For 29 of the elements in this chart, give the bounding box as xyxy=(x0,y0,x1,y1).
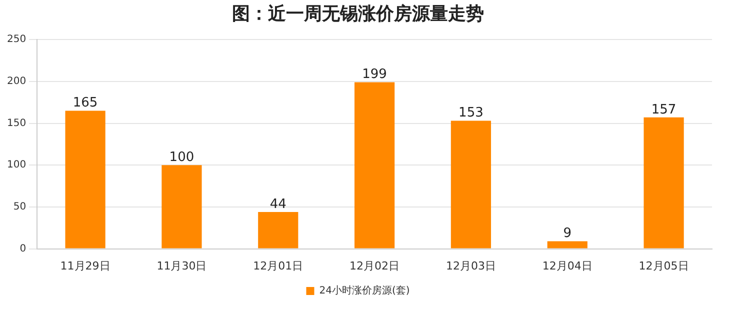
data-label: 157 xyxy=(651,102,676,118)
data-label: 44 xyxy=(270,196,286,212)
x-tick-label: 12月01日 xyxy=(253,259,304,272)
bar xyxy=(644,117,684,248)
y-tick-label: 200 xyxy=(6,76,26,88)
data-label: 153 xyxy=(458,106,484,121)
bar xyxy=(354,82,395,248)
y-tick-label: 250 xyxy=(6,34,26,46)
y-tick-label: 150 xyxy=(6,118,26,129)
x-tick-label: 12月04日 xyxy=(542,259,592,272)
y-tick-label: 100 xyxy=(6,160,26,171)
bar xyxy=(450,120,492,248)
bar xyxy=(65,110,106,248)
bar xyxy=(547,241,588,248)
data-label: 100 xyxy=(169,150,194,165)
x-tick-label: 12月05日 xyxy=(638,259,689,272)
x-tick-label: 12月02日 xyxy=(350,259,400,272)
data-label: 165 xyxy=(72,96,98,111)
data-label: 9 xyxy=(563,226,572,242)
bar xyxy=(162,165,202,248)
chart-title: 图：近一周无锡涨价房源量走势 xyxy=(232,3,484,24)
x-tick-label: 11月30日 xyxy=(156,259,207,272)
legend-label: 24小时涨价房源(套) xyxy=(319,284,410,297)
x-tick-label: 12月03日 xyxy=(446,259,496,272)
x-tick-label: 11月29日 xyxy=(60,259,110,272)
y-tick-label: 0 xyxy=(20,243,26,254)
data-label: 199 xyxy=(362,67,387,82)
bar xyxy=(258,212,298,248)
y-tick-label: 50 xyxy=(13,202,26,213)
